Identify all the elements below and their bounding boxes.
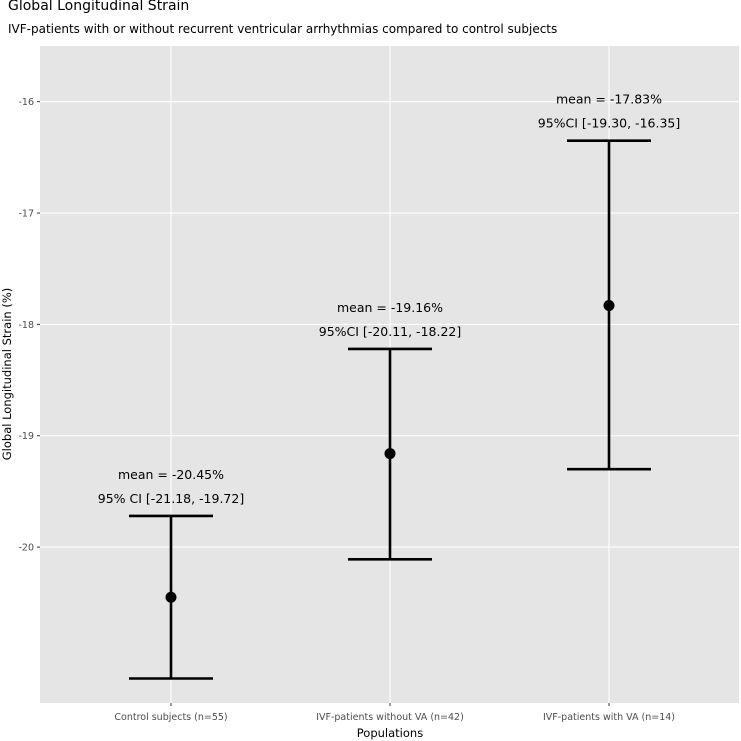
y-axis-title: Global Longitudinal Strain (%) [0, 288, 14, 460]
x-tick-label: IVF-patients with VA (n=14) [543, 712, 675, 723]
y-axis-ticks: -16 -17 -18 -19 -20 [18, 97, 40, 554]
chart-title: Global Longitudinal Strain [8, 0, 189, 14]
mean-points [165, 299, 615, 603]
mean-point [165, 591, 177, 603]
y-tick-label: -20 [18, 543, 34, 554]
mean-point [384, 448, 396, 460]
chart-subtitle: IVF-patients with or without recurrent v… [8, 22, 557, 36]
x-axis-title: Populations [357, 726, 423, 740]
annotation-ci: 95%CI [-20.11, -18.22] [319, 324, 461, 339]
annotation-mean: mean = -19.16% [337, 300, 443, 315]
annotation-mean: mean = -17.83% [556, 92, 662, 107]
annotations: mean = -20.45% 95% CI [-21.18, -19.72] mea… [98, 92, 680, 506]
annotation-mean: mean = -20.45% [118, 467, 224, 482]
annotation-ci: 95% CI [-21.18, -19.72] [98, 491, 244, 506]
x-axis-ticks: Control subjects (n=55) IVF-patients with… [114, 703, 675, 723]
y-tick-label: -16 [18, 97, 34, 108]
mean-point [603, 299, 615, 311]
y-tick-label: -18 [18, 320, 34, 331]
y-tick-label: -19 [18, 431, 34, 442]
x-tick-label: Control subjects (n=55) [114, 712, 227, 723]
annotation-ci: 95%CI [-19.30, -16.35] [538, 116, 680, 131]
x-tick-label: IVF-patients without VA (n=42) [316, 712, 464, 723]
y-tick-label: -17 [18, 209, 34, 220]
